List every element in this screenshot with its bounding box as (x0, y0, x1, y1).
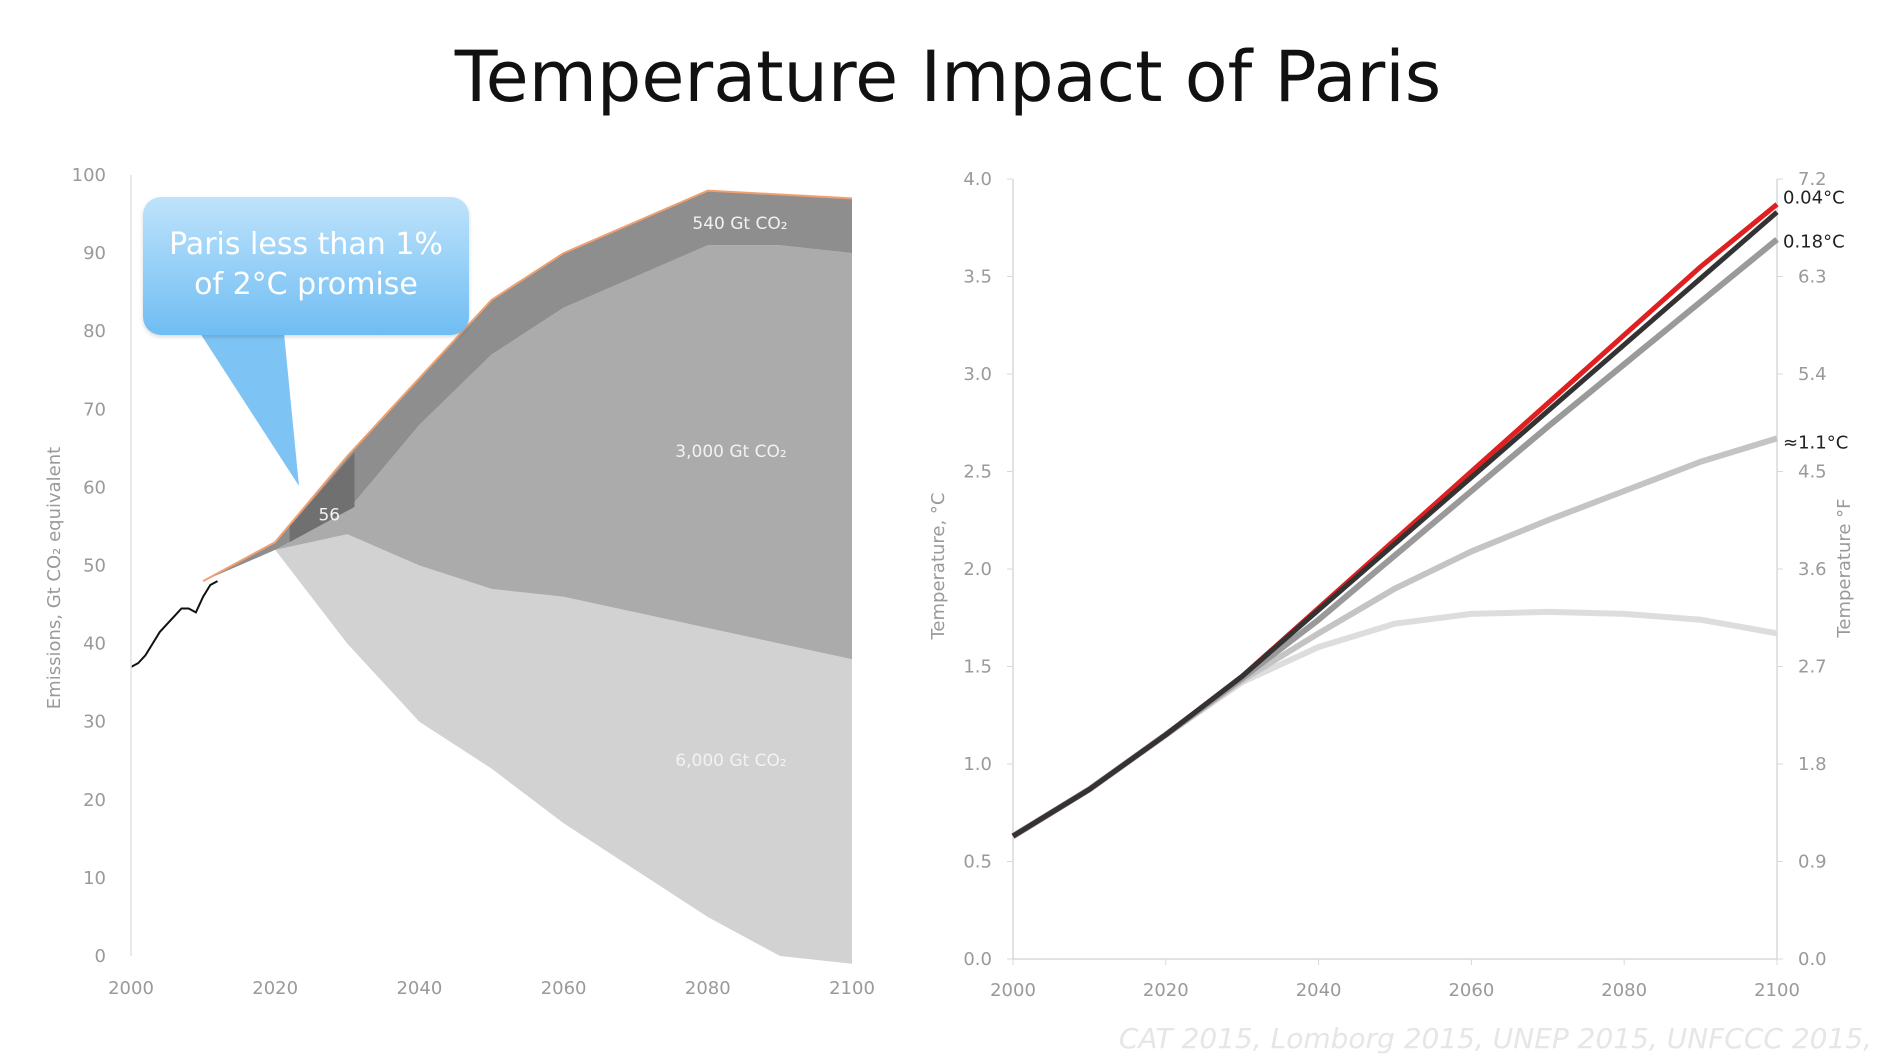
right-y-tick-label: 3.5 (963, 267, 992, 288)
end-label: 0.04°C (1783, 187, 1845, 208)
right-y2-tick-label: 4.5 (1798, 462, 1827, 483)
band-6000 (203, 534, 853, 964)
right-y2-tick-label: 0.9 (1798, 852, 1827, 873)
band-label-540: 540 Gt CO₂ (692, 214, 787, 234)
left-y-tick-label: 40 (83, 634, 106, 655)
left-x-tick-label: 2080 (685, 978, 731, 999)
callout-tail (200, 333, 299, 486)
right-x-tick-label: 2040 (1296, 980, 1342, 1001)
left-y-tick-label: 50 (83, 556, 106, 577)
baseline-edge-line (202, 189, 853, 582)
right-y2-tick-label: 6.3 (1798, 267, 1827, 288)
temperature-line-4 (1011, 210, 1779, 839)
temperature-line-1 (1011, 435, 1778, 839)
right-x-tick-label: 2100 (1754, 980, 1800, 1001)
band-540 (203, 190, 853, 582)
right-y2-tick-label: 2.7 (1798, 657, 1827, 678)
right-y-tick-label: 4.0 (963, 169, 992, 190)
right-y2-axis-label: Temperature °F (1834, 498, 1855, 638)
right-x-tick-label: 2000 (990, 980, 1036, 1001)
callout-line-2: of 2°C promise (194, 267, 418, 302)
right-y-tick-label: 2.0 (963, 559, 992, 580)
right-y-axis-label: Temperature, °C (928, 492, 949, 640)
band-label-3000: 3,000 Gt CO₂ (675, 442, 786, 462)
right-y2-tick-label: 5.4 (1798, 364, 1827, 385)
left-x-tick-label: 2060 (541, 978, 587, 999)
left-y-tick-label: 60 (83, 477, 106, 498)
callout-line-1: Paris less than 1% (169, 227, 443, 262)
left-y-tick-label: 0 (95, 946, 106, 967)
right-y-tick-label: 0.0 (963, 949, 992, 970)
left-y-tick-label: 100 (72, 165, 106, 186)
temperature-line-0 (1011, 608, 1778, 839)
right-y2-tick-label: 0.0 (1798, 949, 1827, 970)
left-x-tick-label: 2040 (396, 978, 442, 999)
left-x-tick-label: 2020 (252, 978, 298, 999)
right-y-tick-label: 3.0 (963, 364, 992, 385)
annotation-56-label: 56 (318, 506, 340, 526)
right-y-tick-label: 0.5 (963, 852, 992, 873)
slide-title: Temperature Impact of Paris (454, 36, 1442, 118)
right-y-tick-label: 2.5 (963, 462, 992, 483)
historical-emissions-line (130, 580, 218, 668)
right-y-tick-label: 1.5 (963, 657, 992, 678)
temperature-line-3 (1011, 202, 1779, 839)
right-x-tick-label: 2080 (1601, 980, 1647, 1001)
left-y-tick-label: 70 (83, 399, 106, 420)
right-y2-tick-label: 3.6 (1798, 559, 1827, 580)
left-y-tick-label: 90 (83, 243, 106, 264)
end-label: ≈1.1°C (1783, 432, 1848, 453)
right-y2-tick-label: 1.8 (1798, 754, 1827, 775)
left-x-tick-label: 2000 (108, 978, 154, 999)
left-y-tick-label: 80 (83, 321, 106, 342)
band-3000 (203, 245, 853, 660)
right-y-tick-label: 1.0 (963, 754, 992, 775)
band-label-6000: 6,000 Gt CO₂ (675, 751, 786, 771)
left-y-tick-label: 10 (83, 868, 106, 889)
right-y2-tick-label: 7.2 (1798, 169, 1827, 190)
left-y-tick-label: 30 (83, 712, 106, 733)
left-y-tick-label: 20 (83, 790, 106, 811)
right-x-tick-label: 2020 (1143, 980, 1189, 1001)
left-y-axis-label: Emissions, Gt CO₂ equivalent (44, 447, 65, 709)
right-x-tick-label: 2060 (1448, 980, 1494, 1001)
annotation-56-box (289, 452, 355, 543)
end-label: 0.18°C (1783, 231, 1845, 252)
left-x-tick-label: 2100 (829, 978, 875, 999)
source-citation: CAT 2015, Lomborg 2015, UNEP 2015, UNFCC… (1118, 1022, 1872, 1055)
callout-bubble: Paris less than 1% of 2°C promise (143, 197, 469, 335)
